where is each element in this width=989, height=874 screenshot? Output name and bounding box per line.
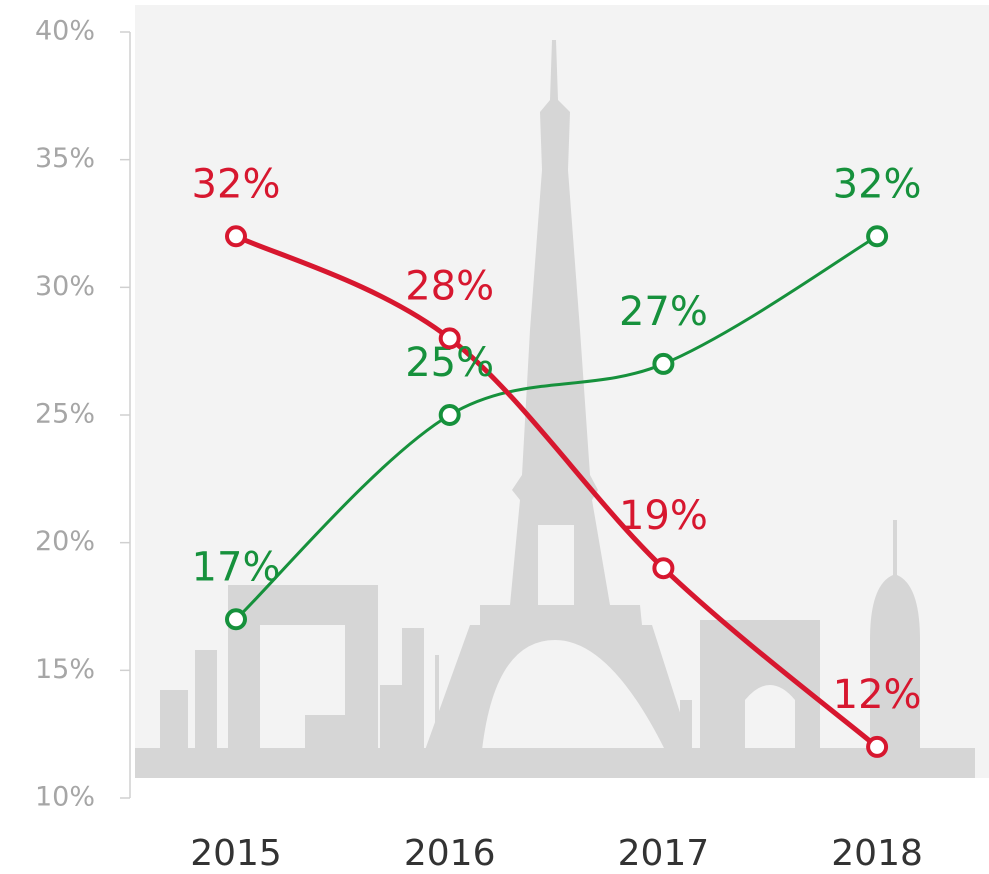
y-tick-label: 20%: [35, 526, 95, 557]
x-tick-label: 2016: [404, 833, 496, 874]
marker: [225, 225, 247, 248]
marker: [225, 608, 247, 631]
y-tick-label: 15%: [35, 654, 95, 685]
x-tick-label: 2017: [618, 833, 710, 874]
x-tick-label: 2018: [831, 833, 923, 874]
y-tick-label: 10%: [35, 782, 95, 813]
data-label: 27%: [619, 289, 708, 335]
data-label: 28%: [405, 263, 494, 309]
data-label: 12%: [833, 672, 922, 718]
marker: [652, 557, 675, 580]
marker: [438, 404, 461, 426]
marker: [866, 225, 889, 248]
y-tick-label: 30%: [35, 271, 95, 302]
y-tick-label: 25%: [35, 399, 95, 430]
data-label: 19%: [619, 493, 708, 539]
x-tick-label: 2015: [190, 833, 282, 874]
marker: [438, 327, 461, 350]
marker: [652, 352, 675, 375]
marker: [866, 735, 889, 758]
y-tick-label: 35%: [35, 143, 95, 174]
y-tick-label: 40%: [35, 16, 95, 47]
data-label: 17%: [192, 544, 281, 590]
background: [135, 5, 989, 778]
skyline: [135, 40, 975, 778]
data-label: 32%: [833, 161, 922, 207]
line: [234, 234, 879, 749]
data-label: 32%: [192, 161, 281, 207]
line: [234, 234, 878, 621]
plot: 10% 15% 20% 25% 30% 35% 40% 2015 2016 2017 2018 17%…: [35, 16, 923, 874]
